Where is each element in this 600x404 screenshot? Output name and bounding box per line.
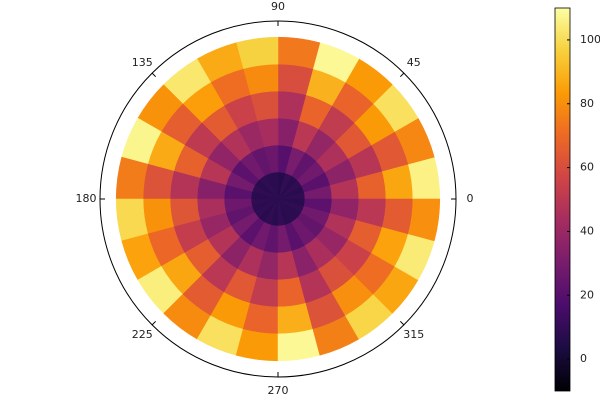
- colorbar-tick-label: 40: [580, 224, 594, 237]
- angle-tick: [151, 72, 157, 78]
- heat-cell: [235, 36, 279, 70]
- angle-tick-label: 45: [407, 56, 421, 69]
- colorbar-tick-label: 100: [580, 33, 600, 46]
- heat-cell: [115, 156, 149, 200]
- angle-tick-label: 90: [271, 0, 285, 13]
- heat-cell: [115, 198, 149, 242]
- heat-cell: [277, 328, 321, 362]
- heat-cell: [277, 36, 321, 70]
- angle-tick: [399, 320, 405, 326]
- colorbar-tick-label: 60: [580, 161, 594, 174]
- colorbar-tick-label: 80: [580, 97, 594, 110]
- colorbar: [554, 7, 571, 392]
- heat-cell: [407, 198, 441, 242]
- angle-tick-label: 135: [132, 56, 153, 69]
- angle-tick-label: 225: [132, 328, 153, 341]
- heat-cell: [407, 156, 441, 200]
- colorbar-tick-label: 0: [580, 352, 587, 365]
- angle-tick-label: 180: [76, 192, 97, 205]
- angle-tick: [151, 320, 157, 326]
- angle-tick-label: 315: [403, 328, 424, 341]
- colorbar-tick-label: 20: [580, 288, 594, 301]
- heat-cell: [235, 328, 279, 362]
- angle-tick: [399, 72, 405, 78]
- angle-tick-label: 270: [268, 384, 289, 397]
- angle-tick-label: 0: [467, 192, 474, 205]
